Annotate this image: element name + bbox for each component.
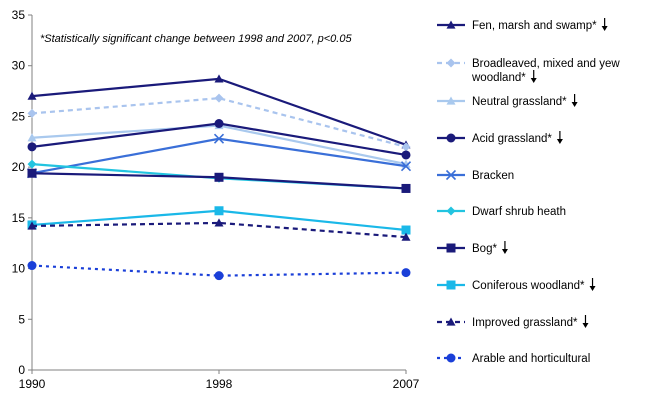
square-marker	[214, 172, 224, 182]
square-marker	[446, 243, 456, 253]
triangle-marker	[401, 232, 411, 241]
diamond-marker	[27, 108, 37, 118]
legend-label: Bog*	[472, 243, 497, 255]
legend-entry: Bracken	[437, 169, 514, 182]
x-tick-label: 1990	[19, 377, 46, 391]
circle-marker	[214, 119, 224, 129]
legend-label: Acid grassland*	[472, 133, 552, 145]
decrease-arrow-head	[601, 26, 608, 31]
y-tick-label: 15	[12, 211, 26, 225]
decrease-arrow-head	[589, 286, 596, 291]
diamond-marker	[446, 206, 456, 216]
diamond-marker	[214, 93, 224, 103]
x-marker-stroke	[213, 133, 225, 144]
legend-label: Dwarf shrub heath	[472, 206, 566, 218]
y-tick-label: 20	[12, 160, 26, 174]
x-tick-label: 2007	[393, 377, 420, 391]
y-tick-label: 35	[12, 8, 26, 22]
legend-label: Improved grassland*	[472, 317, 578, 329]
diamond-marker	[446, 58, 456, 68]
circle-marker	[401, 150, 411, 160]
significance-annotation: *Statistically significant change betwee…	[40, 33, 352, 45]
legend-entry: Neutral grassland*	[437, 94, 578, 108]
legend-label: Fen, marsh and swamp*	[472, 20, 597, 32]
triangle-marker	[214, 218, 224, 227]
legend-label: woodland*	[471, 72, 526, 84]
series-line	[31, 97, 407, 148]
circle-marker	[27, 142, 37, 152]
decrease-arrow-head	[556, 139, 563, 144]
legend-entry: Acid grassland*	[437, 131, 563, 145]
decrease-arrow-head	[582, 323, 589, 328]
x-marker	[400, 161, 412, 172]
series-group	[27, 93, 411, 152]
legend-label: Broadleaved, mixed and yew	[472, 58, 620, 70]
y-tick-label: 0	[18, 363, 25, 377]
y-tick-label: 5	[18, 312, 25, 326]
legend-entry: Bog*	[437, 241, 508, 255]
triangle-marker	[214, 74, 224, 83]
diamond-marker	[27, 159, 37, 169]
decrease-arrow-head	[501, 249, 508, 254]
circle-marker	[401, 268, 411, 278]
legend-entry: Arable and horticultural	[437, 353, 590, 365]
series-layer	[26, 74, 412, 281]
series-group	[27, 168, 411, 193]
triangle-marker	[27, 221, 37, 230]
square-marker	[401, 225, 411, 235]
legend-label: Bracken	[472, 170, 514, 182]
series-group	[27, 261, 411, 281]
legend-entry: Improved grassland*	[437, 315, 589, 329]
square-marker	[214, 206, 224, 216]
x-marker	[213, 133, 225, 144]
series-group	[27, 74, 411, 149]
axes: 0 5 10 15 20 25 30 35 1990 1998 2007	[12, 8, 420, 391]
legend-label: Arable and horticultural	[472, 353, 590, 365]
legend-label: Neutral grassland*	[472, 96, 567, 108]
square-marker	[446, 280, 456, 290]
x-tick-label: 1998	[206, 377, 233, 391]
x-marker-stroke	[445, 169, 457, 181]
series-group	[27, 121, 411, 168]
legend-entry: Broadleaved, mixed and yew woodland*	[437, 58, 620, 84]
triangle-marker	[27, 91, 37, 100]
decrease-arrow-head	[571, 102, 578, 107]
circle-marker	[446, 353, 456, 363]
triangle-marker	[27, 133, 37, 142]
series-group	[27, 218, 411, 241]
x-marker-stroke	[400, 161, 412, 172]
legend-entry: Coniferous woodland*	[437, 278, 596, 292]
triangle-marker	[446, 317, 456, 326]
decrease-arrow-head	[530, 78, 537, 83]
legend-label: Coniferous woodland*	[472, 280, 585, 292]
y-tick-label: 25	[12, 109, 26, 123]
legend-entry: Fen, marsh and swamp*	[437, 18, 608, 32]
square-marker	[401, 183, 411, 193]
diamond-marker	[401, 142, 411, 152]
legend-entry: Dwarf shrub heath	[437, 206, 566, 218]
triangle-marker	[446, 20, 456, 29]
y-tick-label: 30	[12, 59, 26, 73]
legend: Fen, marsh and swamp* Broadleaved, mixed …	[437, 18, 620, 365]
circle-marker	[27, 261, 37, 271]
y-tick-label: 10	[12, 262, 26, 276]
x-marker	[445, 169, 457, 181]
circle-marker	[446, 133, 456, 143]
square-marker	[27, 168, 37, 178]
series-group	[27, 119, 411, 160]
triangle-marker	[446, 96, 456, 105]
circle-marker	[214, 271, 224, 281]
